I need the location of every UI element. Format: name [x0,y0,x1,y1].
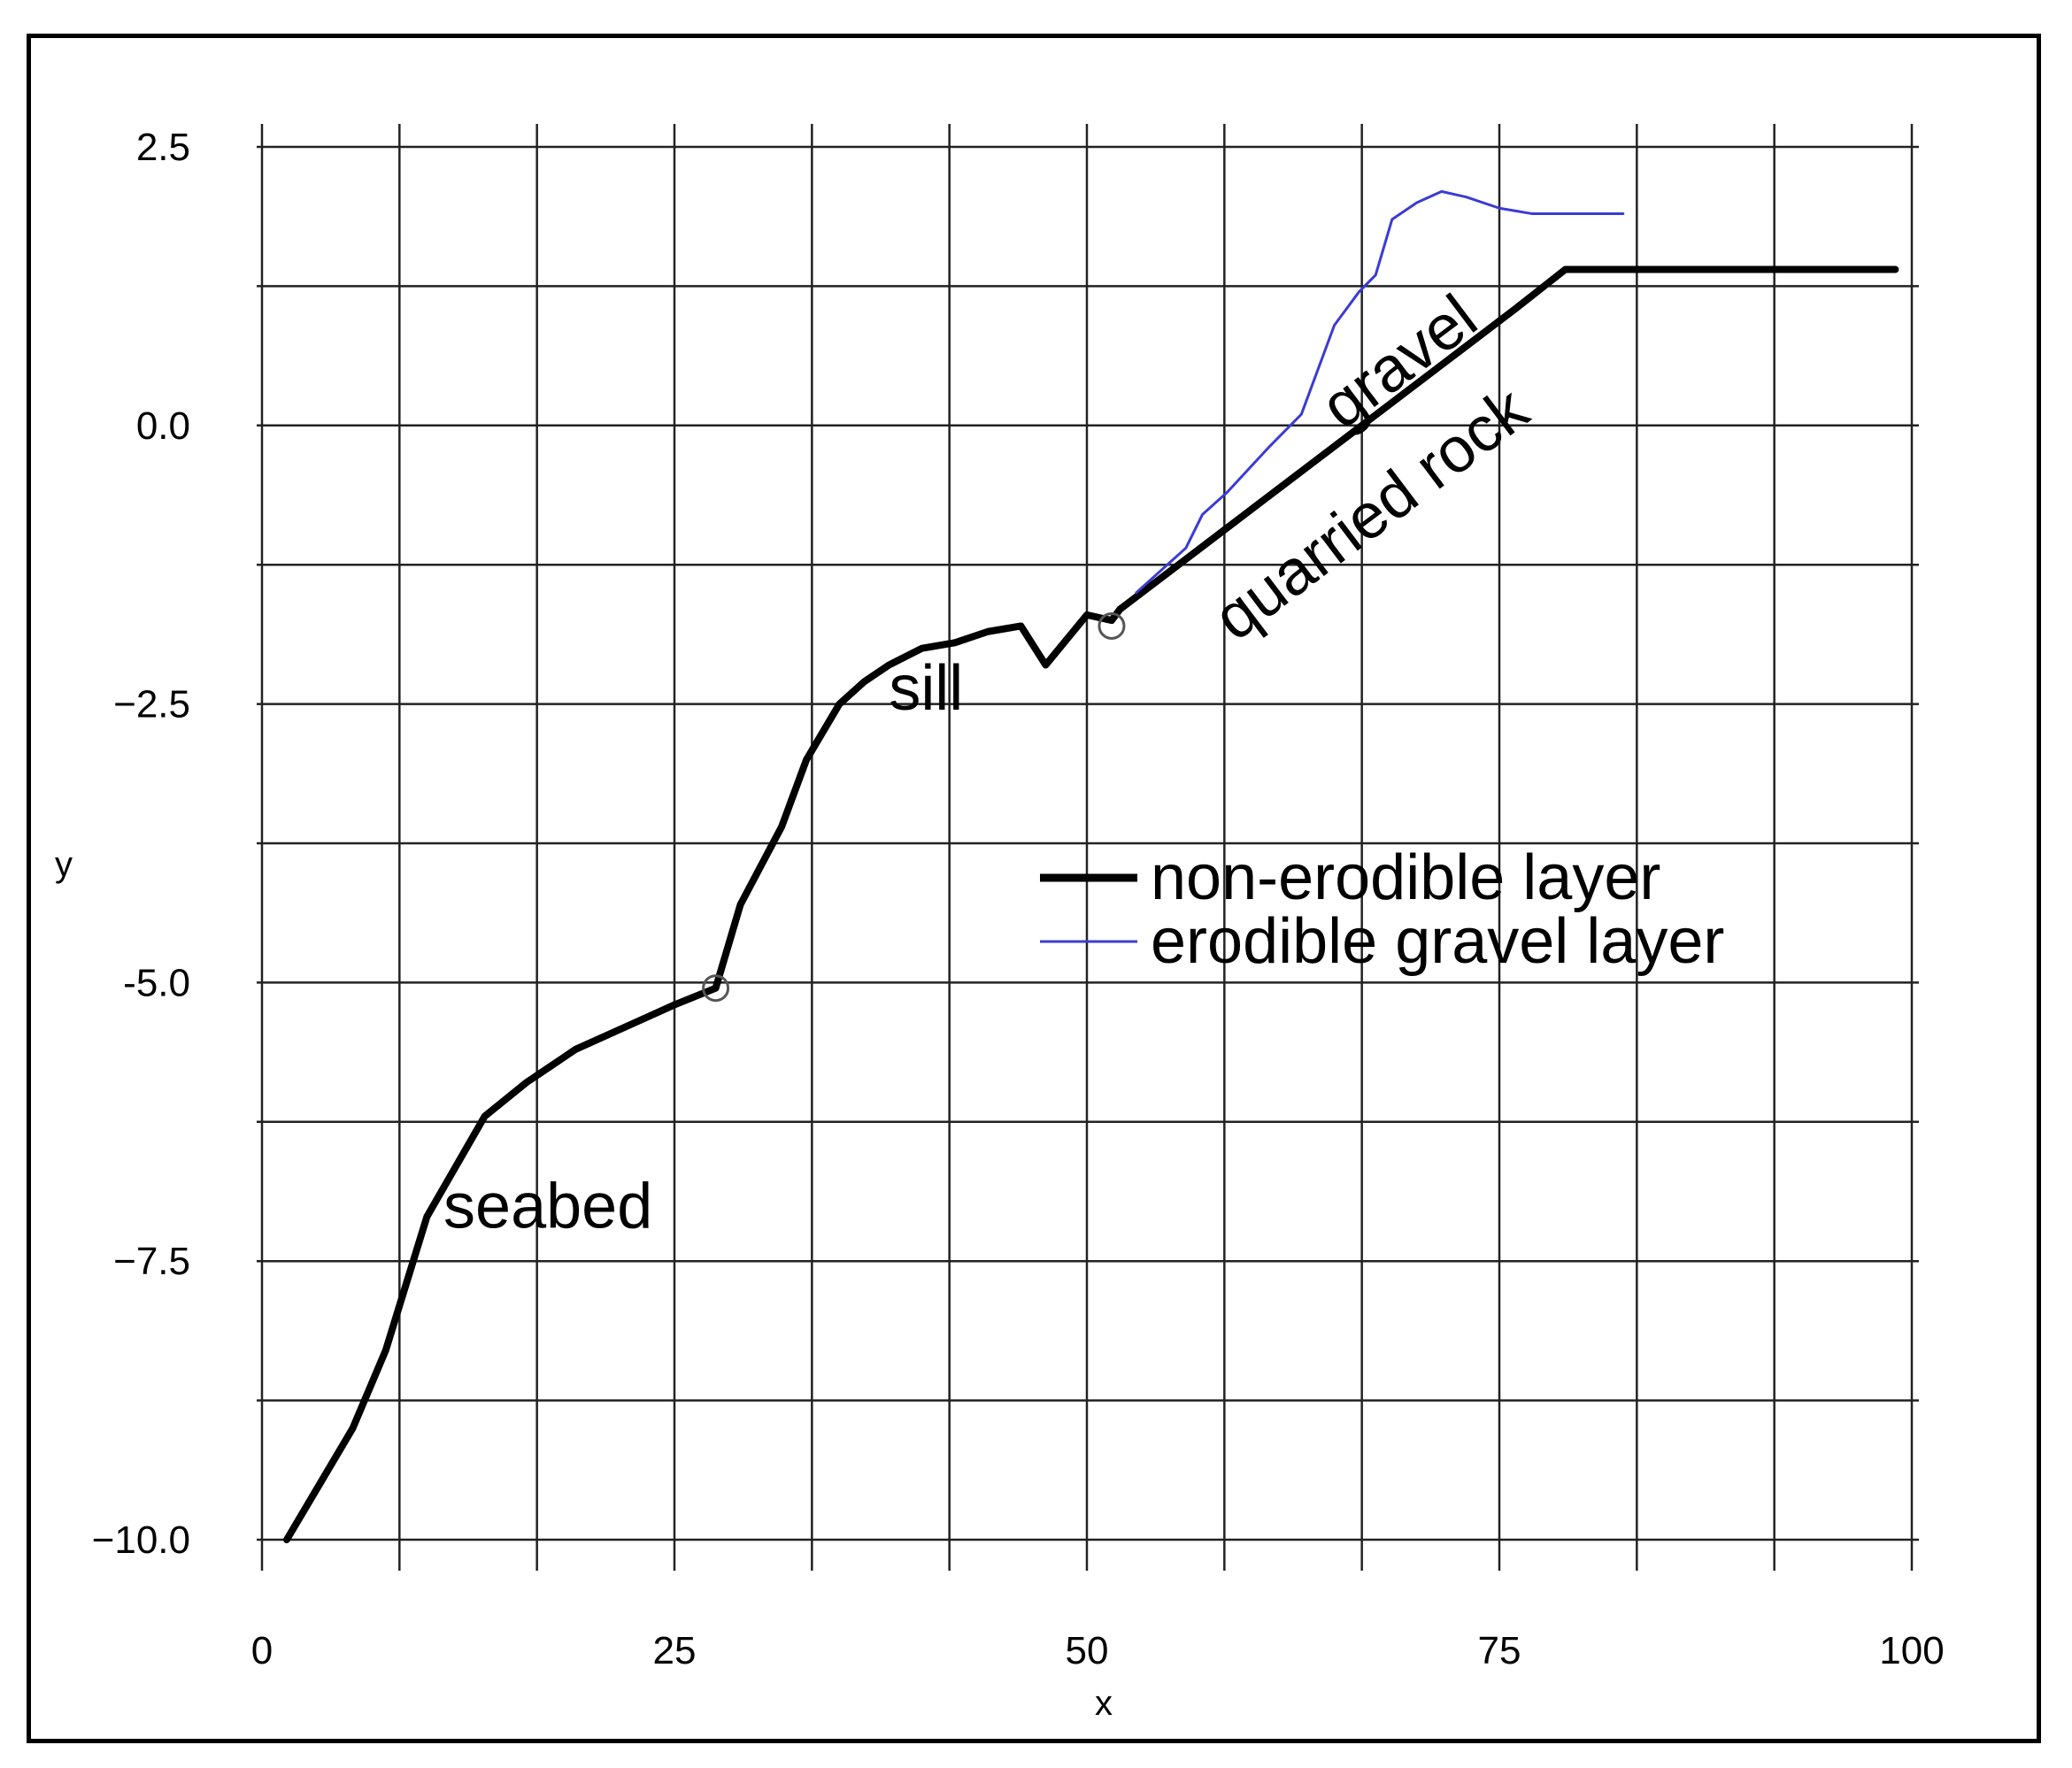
x-tick-label: 50 [1066,1629,1109,1672]
series-line-erodible-gravel-layer [1135,189,1625,595]
x-axis-label: x [1095,1684,1113,1723]
y-tick-label: 2.5 [136,126,190,169]
y-tick-label: 0.0 [136,404,190,448]
markers [702,611,1126,1003]
grid [257,124,1919,1571]
chart-frame [27,34,2041,1743]
y-tick-label: −7.5 [113,1240,190,1283]
y-tick-label: -5.0 [123,961,190,1004]
series-line-non-erodible-layer [282,265,1899,1543]
point-marker [702,974,730,1003]
point-marker [1098,611,1126,640]
y-axis-label: y [55,845,73,884]
series-lines [282,189,1899,1543]
annotation-label: sill [889,653,963,724]
annotation-label: seabed [443,1171,652,1241]
tick-labels: 0 25 50 75 100 2.5 0.0 −2.5 -5.0 −7.5 −10.0 [92,126,1945,1672]
x-tick-label: 0 [251,1629,273,1672]
legend: non-erodible layer erodible gravel layer [1040,842,1724,977]
legend-label-non-erodible-layer: non-erodible layer [1151,842,1660,913]
y-tick-label: −10.0 [92,1518,190,1562]
x-tick-label: 75 [1478,1629,1521,1672]
x-tick-label: 100 [1879,1629,1944,1672]
y-tick-label: −2.5 [113,683,190,726]
x-tick-label: 25 [653,1629,697,1672]
legend-label-erodible-gravel-layer: erodible gravel layer [1151,906,1724,977]
